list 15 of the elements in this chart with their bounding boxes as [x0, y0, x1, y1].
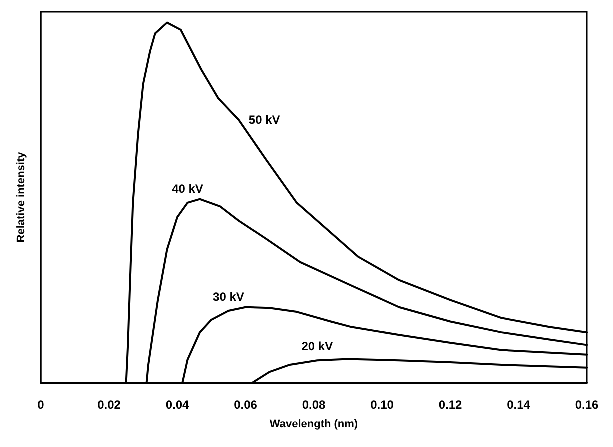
x-tick-label: 0.08 [302, 398, 326, 412]
y-axis-title: Relative intensity [16, 151, 28, 243]
x-tick-label: 0.04 [166, 398, 190, 412]
x-tick-label: 0 [38, 398, 45, 412]
series-label: 40 kV [172, 182, 204, 196]
x-tick-label: 0.16 [575, 398, 599, 412]
series-label: 30 kV [213, 290, 244, 304]
series-label: 20 kV [302, 340, 334, 354]
x-tick-label: 0.12 [438, 398, 462, 412]
x-tick-label: 0.06 [234, 398, 258, 412]
x-axis-title: Wavelength (nm) [270, 418, 358, 430]
series-label: 50 kV [248, 113, 280, 128]
x-tick-label: 0.14 [507, 398, 531, 412]
x-tick-label: 0.02 [98, 398, 122, 412]
x-tick-label: 0.10 [370, 398, 394, 412]
